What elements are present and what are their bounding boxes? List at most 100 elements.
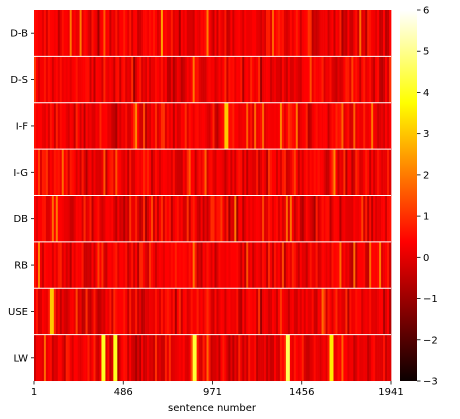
heatmap-cell [162,149,166,196]
heatmap-cell [39,334,43,382]
heatmap-cell [204,102,207,150]
heatmap-cell [139,102,142,150]
heatmap-cell [327,149,330,196]
heatmap-cell [166,149,170,196]
heatmap-cell [383,288,386,335]
heatmap-cell [143,10,146,57]
heatmap-cell [305,334,309,382]
heatmap-cell [315,56,318,103]
heatmap-cell [228,56,231,103]
heatmap-cell [266,195,269,242]
heatmap-cell [103,10,106,57]
heatmap-cell [307,241,311,289]
heatmap-cell [71,149,75,196]
heatmap-cell [363,102,366,150]
heatmap-cell [351,56,354,103]
heatmap-cell [206,195,209,242]
heatmap-cell [279,288,283,335]
heatmap-cell [41,195,45,242]
heatmap-cell [258,102,261,150]
heatmap-cell [264,149,267,196]
heatmap-cell [103,241,106,289]
heatmap-cell [273,241,277,289]
heatmap-cell [230,56,233,103]
heatmap-cell [115,149,118,196]
heatmap-cell [119,10,122,57]
heatmap-cell [279,149,283,196]
heatmap-cell [266,288,269,335]
heatmap-cell [204,10,207,57]
heatmap-cell [35,195,39,242]
heatmap-cell [47,102,51,150]
heatmap-cell [180,288,184,335]
heatmap-cell [359,334,362,382]
heatmap-cell [35,10,39,57]
heatmap-cell [220,56,223,103]
heatmap-cell [131,195,134,242]
heatmap-cell [311,10,314,57]
heatmap-cell [361,149,364,196]
x-tick-label: 486 [114,387,133,398]
heatmap-cell [335,10,338,57]
heatmap-cell [113,241,116,289]
heatmap-cell [178,241,182,289]
heatmap-cell [264,195,267,242]
heatmap-cell [363,334,366,382]
heatmap-cell [156,241,160,289]
heatmap-cell [129,288,132,335]
heatmap-cell [369,195,372,242]
heatmap-cell [133,10,136,57]
heatmap-cell [389,334,392,382]
heatmap-cell [87,195,90,242]
heatmap-cell [383,56,386,103]
heatmap-cell [365,10,368,57]
heatmap-cell [194,149,197,196]
heatmap-cell [387,102,390,150]
heatmap-cell [228,334,231,382]
heatmap-cell [95,10,98,57]
heatmap-cell [264,56,267,103]
heatmap-cell [248,241,251,289]
heatmap-cell [117,334,120,382]
heatmap-cell [208,10,211,57]
heatmap-cell [59,102,63,150]
heatmap-cell [147,334,150,382]
heatmap-cell [389,56,392,103]
heatmap-cell [275,241,279,289]
heatmap-cell [234,241,237,289]
heatmap-cell [285,195,289,242]
heatmap-cell [222,10,225,57]
heatmap-cell [43,241,47,289]
heatmap-cell [73,334,76,382]
heatmap-cell [168,149,172,196]
heatmap-cell [287,10,291,57]
heatmap-cell [73,195,76,242]
heatmap-cell [85,10,88,57]
heatmap-cell [260,288,263,335]
heatmap-cell [295,195,299,242]
heatmap-cell [361,102,364,150]
heatmap-cell [57,102,61,150]
heatmap-cell [291,10,295,57]
heatmap-cell [375,334,378,382]
heatmap-cell [202,288,205,335]
heatmap-cell [224,195,227,242]
heatmap-cell [158,195,162,242]
heatmap-cell [89,241,92,289]
heatmap-cell [323,334,326,382]
heatmap-cell [242,102,245,150]
heatmap-cell [327,102,330,150]
heatmap-cell [34,241,37,289]
heatmap-cell [355,102,358,150]
heatmap-cell [244,56,247,103]
heatmap-cell [295,334,299,382]
heatmap-cell [301,241,305,289]
heatmap-cell [69,102,73,150]
heatmap-cell [89,102,92,150]
heatmap-plot-area [34,10,392,382]
heatmap-cell [226,195,229,242]
heatmap-cell [127,288,130,335]
heatmap-cell [170,288,174,335]
heatmap-cell [295,102,299,150]
heatmap-cell [313,334,316,382]
